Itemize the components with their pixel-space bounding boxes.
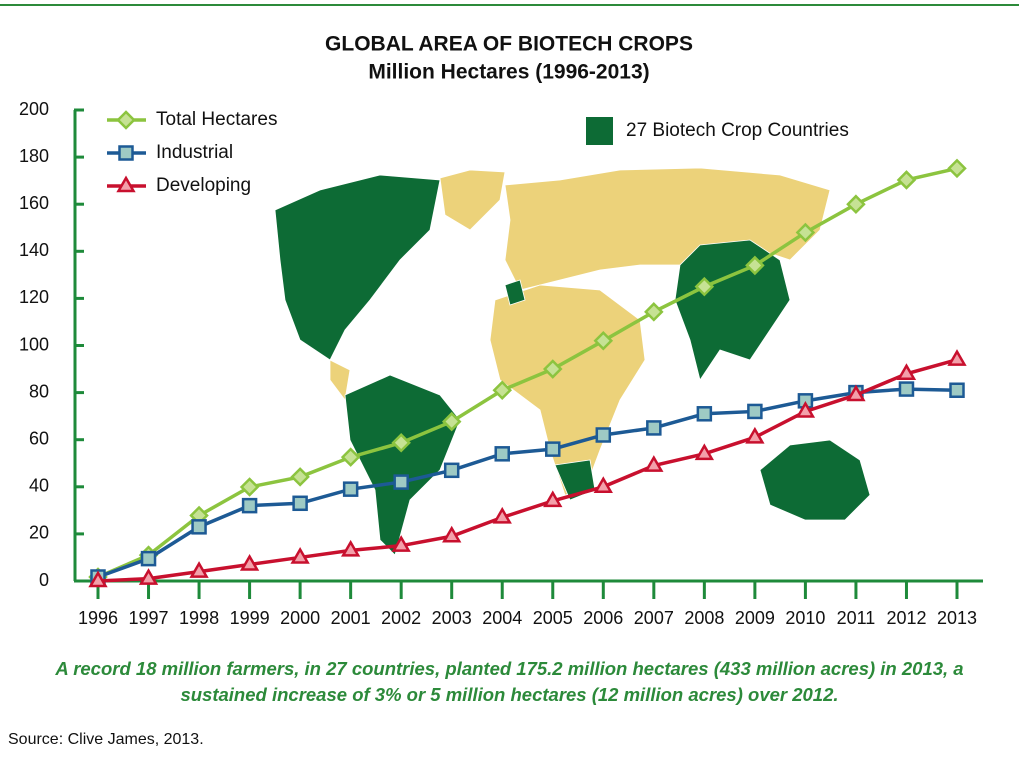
- map-legend-label: 27 Biotech Crop Countries: [626, 120, 849, 141]
- y-tick-label: 120: [19, 287, 49, 307]
- marker: [846, 384, 866, 402]
- marker: [340, 539, 361, 557]
- x-tick-label: 2012: [886, 608, 926, 628]
- x-tick-label: 2008: [684, 608, 724, 628]
- marker: [393, 474, 409, 490]
- marker: [239, 477, 260, 497]
- legend-label: Total Hectares: [156, 109, 277, 130]
- marker: [340, 447, 361, 467]
- marker: [595, 427, 612, 443]
- marker: [543, 490, 563, 508]
- x-tick-label: 2010: [785, 608, 825, 628]
- marker: [745, 255, 765, 276]
- marker: [442, 525, 462, 543]
- marker: [896, 170, 917, 190]
- y-tick-label: 140: [19, 240, 49, 260]
- marker: [846, 194, 866, 214]
- marker: [542, 359, 563, 379]
- legend-marker: [118, 145, 134, 161]
- marker: [747, 403, 763, 420]
- x-tick-label: 2013: [937, 608, 977, 628]
- marker: [494, 446, 510, 462]
- marker: [949, 382, 965, 398]
- marker: [593, 331, 614, 351]
- chart-subtitle: Million Hectares (1996-2013): [368, 61, 649, 84]
- marker: [239, 554, 260, 571]
- marker: [593, 476, 613, 494]
- y-tick-label: 40: [29, 476, 49, 496]
- y-tick-label: 0: [39, 570, 49, 590]
- caption: A record 18 million farmers, in 27 count…: [55, 658, 964, 705]
- x-tick-label: 1997: [129, 608, 169, 628]
- x-tick-label: 2007: [634, 608, 674, 628]
- marker: [745, 426, 765, 444]
- legend-marker: [116, 175, 136, 193]
- marker: [795, 222, 816, 243]
- x-tick-label: 2011: [837, 608, 876, 628]
- marker: [441, 411, 462, 432]
- marker: [391, 535, 411, 552]
- marker: [696, 406, 713, 422]
- marker: [292, 495, 308, 512]
- x-tick-label: 2002: [381, 608, 421, 628]
- marker: [644, 455, 664, 472]
- x-tick-label: 2006: [583, 608, 623, 628]
- marker: [391, 432, 411, 453]
- y-tick-label: 80: [29, 381, 49, 401]
- marker: [189, 561, 209, 578]
- series-line: [97, 357, 958, 583]
- y-tick-label: 160: [19, 193, 49, 213]
- x-tick-label: 2009: [735, 608, 775, 628]
- marker: [898, 381, 915, 397]
- marker: [492, 380, 513, 401]
- marker: [138, 568, 159, 585]
- marker: [191, 519, 207, 535]
- series-line: [97, 166, 958, 579]
- map-legend-swatch: [586, 117, 613, 145]
- x-tick-label: 1999: [230, 608, 270, 628]
- legend-label: Developing: [156, 175, 251, 196]
- x-tick-label: 2000: [280, 608, 320, 628]
- y-tick-label: 200: [19, 99, 49, 119]
- marker: [290, 467, 310, 487]
- y-tick-label: 180: [19, 146, 49, 166]
- chart-title: GLOBAL AREA OF BIOTECH CROPS: [325, 33, 693, 56]
- x-tick-label: 2005: [533, 608, 573, 628]
- marker: [896, 363, 917, 381]
- marker: [694, 443, 715, 461]
- series-line: [97, 387, 958, 579]
- legend-label: Industrial: [156, 142, 233, 163]
- y-tick-label: 20: [29, 523, 49, 543]
- x-tick-label: 2001: [331, 608, 371, 628]
- marker: [694, 276, 715, 297]
- x-tick-label: 1998: [179, 608, 219, 628]
- marker: [241, 497, 258, 514]
- marker: [443, 462, 460, 479]
- marker: [646, 420, 662, 436]
- marker: [140, 550, 157, 567]
- legend-marker: [116, 110, 136, 130]
- marker: [795, 400, 816, 418]
- marker: [644, 302, 664, 322]
- marker: [290, 546, 310, 564]
- marker: [492, 506, 512, 524]
- source: Source: Clive James, 2013.: [8, 731, 204, 748]
- x-tick-label: 2004: [482, 608, 522, 628]
- marker: [947, 158, 967, 179]
- y-tick-label: 100: [19, 334, 49, 354]
- y-tick-label: 60: [29, 428, 49, 448]
- marker: [342, 481, 359, 497]
- marker: [88, 570, 108, 588]
- x-tick-label: 2003: [432, 608, 472, 628]
- marker: [545, 441, 561, 457]
- marker: [947, 349, 967, 366]
- x-tick-label: 1996: [78, 608, 118, 628]
